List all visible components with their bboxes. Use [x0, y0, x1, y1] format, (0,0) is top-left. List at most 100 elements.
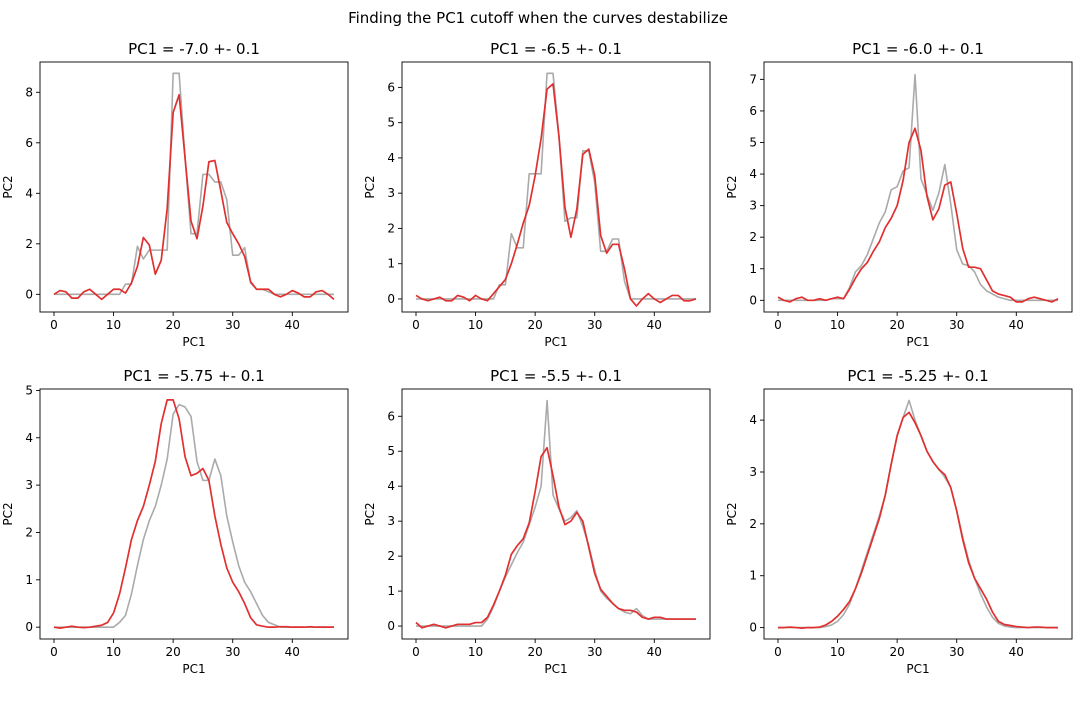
y-axis-label: PC2: [1, 502, 15, 525]
x-tick-label: 0: [50, 318, 58, 332]
x-axis-label: PC1: [906, 662, 929, 676]
subplot-1: 0 10 20 30 40 0 2 4 6 8 PC1 = -7.0 +- 0.1 PC1 PC2: [1, 40, 349, 349]
x-tick-label: 30: [587, 318, 602, 332]
x-tick-label: 20: [528, 645, 543, 659]
raw-series-line: [778, 73, 1058, 302]
y-tick-label: 3: [387, 514, 395, 528]
axes-frame: [763, 388, 1073, 640]
x-tick-label: 0: [412, 645, 420, 659]
smoothed-series-line: [415, 446, 696, 629]
y-tick-label: 0: [387, 619, 395, 633]
y-tick-label: 4: [25, 186, 33, 200]
y-axis-label: PC2: [1, 175, 15, 198]
y-axis-label: PC2: [363, 175, 377, 198]
x-tick-label: 0: [774, 645, 782, 659]
x-tick-label: 40: [285, 318, 300, 332]
x-tick-label: 20: [890, 645, 905, 659]
y-tick-label: 2: [387, 549, 395, 563]
x-axis-label: PC1: [906, 335, 929, 349]
y-tick-label: 5: [749, 135, 757, 149]
y-tick-label: 3: [749, 199, 757, 213]
x-tick-label: 30: [225, 318, 240, 332]
x-tick-label: 10: [830, 318, 845, 332]
y-tick-label: 3: [25, 478, 33, 492]
smoothed-series-line: [53, 399, 334, 629]
smoothed-series-line: [53, 93, 335, 301]
y-tick-label: 4: [387, 479, 395, 493]
subplot-title: PC1 = -5.5 +- 0.1: [490, 367, 622, 385]
axes-frame: [39, 61, 349, 313]
y-tick-label: 1: [749, 569, 757, 583]
x-tick-label: 10: [468, 318, 483, 332]
y-tick-label: 0: [387, 292, 395, 306]
x-axis-label: PC1: [182, 335, 205, 349]
x-tick-label: 20: [890, 318, 905, 332]
x-tick-label: 0: [412, 318, 420, 332]
axes-frame: [39, 388, 349, 640]
y-tick-label: 7: [749, 72, 757, 86]
y-tick-label: 0: [25, 287, 33, 301]
subplot-6: 0 10 20 30 40 0 1 2 3 4 PC1 = -5.25 +- 0.1 PC1 PC2: [725, 367, 1073, 676]
y-axis-label: PC2: [725, 175, 739, 198]
x-axis-label: PC1: [544, 662, 567, 676]
y-tick-label: 6: [387, 409, 395, 423]
smoothed-series-line: [415, 83, 697, 307]
x-tick-label: 10: [468, 645, 483, 659]
axes-frame: [401, 61, 711, 313]
subplot-title: PC1 = -6.5 +- 0.1: [490, 40, 622, 58]
x-tick-label: 40: [1009, 318, 1024, 332]
raw-series-line: [416, 399, 696, 627]
x-tick-label: 40: [647, 318, 662, 332]
x-tick-label: 30: [587, 645, 602, 659]
subplot-3: 0 10 20 30 40 0 1 2 3 4 5 6 7 PC1 = -6.0 +- 0.1 PC1 PC2: [725, 40, 1073, 349]
smoothed-series-line: [777, 127, 1059, 303]
y-tick-label: 2: [749, 517, 757, 531]
axes-frame: [763, 61, 1073, 313]
raw-series-line: [54, 403, 334, 628]
subplot-title: PC1 = -5.25 +- 0.1: [847, 367, 988, 385]
y-tick-label: 3: [387, 186, 395, 200]
x-tick-label: 20: [528, 318, 543, 332]
x-tick-label: 10: [106, 318, 121, 332]
y-tick-label: 1: [749, 262, 757, 276]
figure-title: Finding the PC1 cutoff when the curves d…: [348, 9, 728, 27]
y-tick-label: 2: [25, 237, 33, 251]
subplot-title: PC1 = -7.0 +- 0.1: [128, 40, 260, 58]
y-tick-label: 5: [387, 444, 395, 458]
x-tick-label: 30: [949, 645, 964, 659]
x-tick-label: 30: [225, 645, 240, 659]
subplot-2: 0 10 20 30 40 0 1 2 3 4 5 6 PC1 = -6.5 +- 0.1 PC1 PC2: [363, 40, 711, 349]
raw-series-line: [778, 399, 1058, 629]
y-tick-label: 0: [749, 293, 757, 307]
y-tick-label: 4: [387, 151, 395, 165]
x-tick-label: 0: [774, 318, 782, 332]
x-axis-label: PC1: [182, 662, 205, 676]
axes-frame: [401, 388, 711, 640]
x-tick-label: 40: [285, 645, 300, 659]
x-tick-label: 30: [949, 318, 964, 332]
y-tick-label: 6: [387, 80, 395, 94]
y-tick-label: 8: [25, 85, 33, 99]
y-tick-label: 4: [749, 413, 757, 427]
x-tick-label: 10: [106, 645, 121, 659]
y-tick-label: 0: [749, 621, 757, 635]
smoothed-series-line: [778, 411, 1058, 629]
y-tick-label: 2: [749, 230, 757, 244]
subplot-title: PC1 = -6.0 +- 0.1: [852, 40, 984, 58]
y-tick-label: 1: [387, 257, 395, 271]
y-axis-label: PC2: [725, 502, 739, 525]
y-tick-label: 6: [25, 136, 33, 150]
y-tick-label: 6: [749, 104, 757, 118]
x-tick-label: 40: [1009, 645, 1024, 659]
y-tick-label: 3: [749, 465, 757, 479]
y-tick-label: 0: [25, 620, 33, 634]
x-tick-label: 0: [50, 645, 58, 659]
x-tick-label: 10: [830, 645, 845, 659]
subplot-4: 0 10 20 30 40 0 1 2 3 4 5 PC1 = -5.75 +- 0.1 PC1 PC2: [1, 367, 349, 676]
y-tick-label: 4: [749, 167, 757, 181]
y-tick-label: 4: [25, 431, 33, 445]
y-tick-label: 2: [25, 525, 33, 539]
y-axis-label: PC2: [363, 502, 377, 525]
